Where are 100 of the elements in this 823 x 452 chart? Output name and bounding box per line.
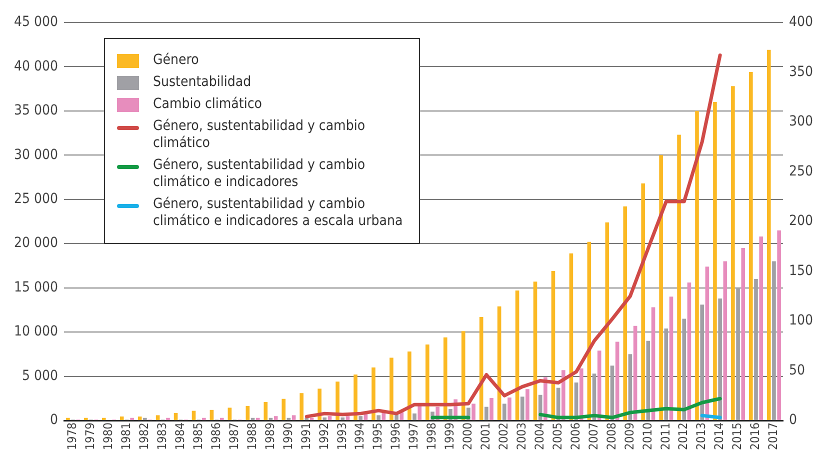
x-tick-label: 2001: [478, 422, 493, 450]
x-tick-label: 1995: [370, 422, 385, 450]
legend-label: Sustentabilidad: [153, 74, 252, 91]
bar: [292, 415, 296, 420]
x-tick-label: 1997: [406, 422, 421, 450]
x-tick-label: 2000: [460, 422, 475, 450]
bar: [376, 415, 380, 420]
bar: [282, 398, 286, 420]
bar: [372, 367, 376, 420]
bar: [605, 222, 610, 420]
bar: [579, 368, 584, 420]
x-tick-label: 1998: [424, 422, 439, 450]
bar: [677, 134, 681, 420]
x-tick-label: 2009: [622, 422, 636, 450]
x-tick-label: 1999: [442, 422, 457, 450]
bar: [120, 416, 124, 420]
legend-label: Género, sustentabilidad y cambio climático: [153, 118, 366, 152]
y2-tick-label: 250: [788, 163, 814, 180]
bar: [84, 418, 88, 420]
bar: [340, 417, 345, 420]
bar: [623, 206, 628, 420]
bar: [300, 393, 304, 420]
bar: [484, 406, 488, 420]
bar: [659, 155, 663, 420]
y-tick-label: 45 000: [14, 14, 58, 30]
bar: [138, 416, 142, 420]
x-tick-label: 1978: [65, 422, 80, 450]
bar: [425, 344, 430, 420]
bar: [526, 389, 530, 420]
bar: [130, 418, 134, 420]
legend-label: Género, sustentabilidad y cambio climático e indicadores: [153, 157, 366, 191]
bar: [256, 418, 260, 420]
bar: [210, 410, 214, 420]
x-tick-label: 1988: [244, 422, 259, 450]
x-tick-label: 2003: [514, 422, 528, 450]
x-tick-label: 2007: [586, 422, 600, 450]
x-tick-label: 2011: [658, 422, 672, 450]
y2-tick-label: 50: [788, 362, 805, 378]
bar: [736, 288, 740, 420]
x-tick-label: 1987: [226, 422, 241, 450]
x-tick-label: 1992: [316, 422, 331, 450]
x-tick-label: 2005: [550, 422, 564, 450]
bar: [682, 318, 686, 420]
bar: [390, 358, 394, 420]
x-tick-label: 2002: [496, 422, 511, 450]
bar: [641, 183, 645, 420]
bar: [759, 236, 764, 420]
bar: [202, 418, 206, 420]
x-tick-label: 2010: [640, 422, 654, 450]
y-tick-label: 20 000: [14, 235, 58, 252]
y2-tick-label: 300: [788, 114, 814, 130]
x-tick-label: 2006: [568, 422, 582, 450]
x-tick-label: 1989: [262, 422, 277, 450]
x-tick-label: 1982: [137, 422, 152, 450]
x-tick-label: 1993: [334, 422, 349, 450]
bar: [754, 278, 758, 420]
bar: [700, 304, 704, 420]
bar: [394, 414, 398, 420]
x-tick-label: 1979: [83, 422, 98, 450]
bar: [695, 110, 699, 420]
y2-tick-label: 0: [788, 412, 797, 428]
x-tick-label: 1981: [119, 422, 134, 450]
x-tick-label: 2008: [604, 422, 618, 450]
x-tick-label: 2013: [694, 422, 708, 450]
y2-tick-label: 150: [788, 262, 814, 279]
bar: [102, 418, 106, 420]
x-tick-label: 2017: [766, 422, 780, 450]
bar: [741, 248, 746, 420]
bar: [772, 261, 776, 420]
bar: [718, 298, 722, 420]
bar: [246, 406, 250, 420]
y-tick-label: 30 000: [14, 146, 58, 163]
bar: [220, 418, 224, 420]
x-tick-label: 2004: [532, 422, 546, 450]
y-tick-label: 15 000: [14, 279, 58, 296]
x-tick-label: 2014: [712, 422, 726, 450]
y2-tick-label: 200: [788, 213, 814, 230]
x-tick-label: 1990: [280, 422, 295, 450]
x-tick-label: 1985: [190, 422, 205, 450]
bar: [156, 415, 160, 420]
legend-label: Género, sustentabilidad y cambio climático e indicadores a escala urbana: [153, 196, 404, 230]
bar: [731, 86, 735, 420]
bar: [274, 416, 278, 420]
x-tick-label: 1983: [155, 422, 170, 450]
bar: [749, 72, 753, 420]
y2-tick-label: 400: [788, 14, 814, 30]
bar: [777, 230, 781, 420]
bar: [490, 398, 494, 420]
bar: [597, 350, 602, 420]
bar: [328, 416, 332, 420]
bar: [766, 50, 771, 420]
x-tick-label: 2015: [730, 422, 744, 450]
bar: [166, 418, 170, 420]
x-tick-label: 1986: [208, 422, 223, 450]
legend-label: Cambio climático: [153, 96, 262, 113]
x-tick-label: 1996: [388, 422, 403, 450]
bar: [66, 418, 70, 420]
bar: [346, 416, 350, 420]
bar: [408, 352, 412, 420]
bar: [336, 382, 340, 420]
